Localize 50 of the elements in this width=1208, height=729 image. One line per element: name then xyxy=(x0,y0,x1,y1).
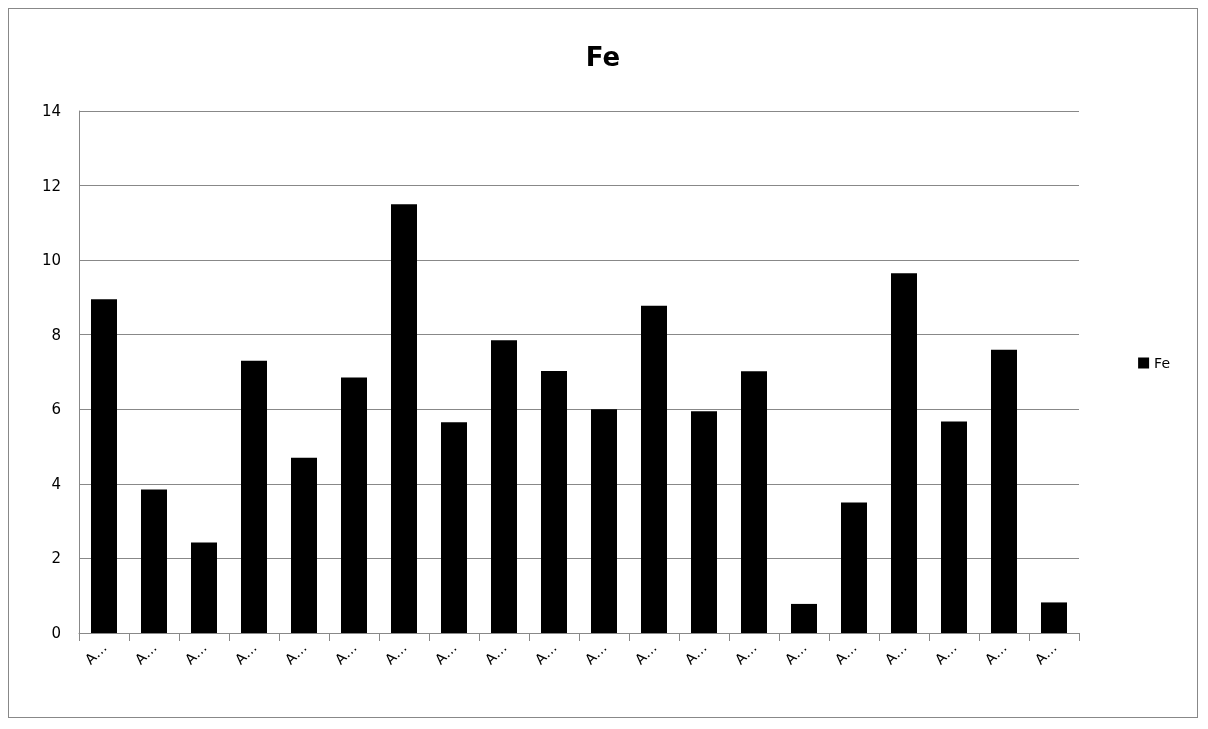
x-tick-label: A… xyxy=(481,639,510,668)
chart-title: Fe xyxy=(585,42,621,72)
bar xyxy=(491,340,517,633)
y-tick-label: 8 xyxy=(51,325,61,344)
x-tick-label: A… xyxy=(1031,639,1060,668)
bar xyxy=(341,377,367,633)
bar xyxy=(591,409,617,633)
bar xyxy=(691,411,717,633)
x-tick-label: A… xyxy=(81,639,110,668)
bar xyxy=(991,349,1017,633)
x-tick-label: A… xyxy=(231,639,260,668)
y-tick-label: 10 xyxy=(41,251,61,270)
y-tick-label: 2 xyxy=(51,549,61,568)
bar xyxy=(641,305,667,633)
y-tick-label: 14 xyxy=(41,102,61,120)
x-tick-label: A… xyxy=(981,639,1010,668)
bar xyxy=(441,422,467,633)
bar xyxy=(1041,602,1067,633)
x-tick-label: A… xyxy=(431,639,460,668)
bar xyxy=(741,371,767,633)
x-tick-label: A… xyxy=(181,639,210,668)
x-tick-label: A… xyxy=(881,639,910,668)
x-tick-label: A… xyxy=(681,639,710,668)
x-tick-label: A… xyxy=(731,639,760,668)
x-tick-label: A… xyxy=(131,639,160,668)
bar xyxy=(841,502,867,633)
bar xyxy=(391,204,417,633)
bar xyxy=(91,299,117,633)
x-tick-label: A… xyxy=(931,639,960,668)
x-tick-label: A… xyxy=(581,639,610,668)
x-tick-label: A… xyxy=(331,639,360,668)
bar xyxy=(291,457,317,633)
y-tick-label: 4 xyxy=(51,474,61,493)
x-tick-label: A… xyxy=(831,639,860,668)
x-tick-label: A… xyxy=(781,639,810,668)
x-tick-label: A… xyxy=(631,639,660,668)
bar xyxy=(141,489,167,633)
bar xyxy=(791,603,817,633)
bar xyxy=(941,421,967,633)
x-tick-label: A… xyxy=(531,639,560,668)
x-tick-label: A… xyxy=(281,639,310,668)
legend-label: Fe xyxy=(1154,355,1171,371)
y-tick-label: 6 xyxy=(51,400,61,419)
bar xyxy=(241,360,267,633)
y-tick-label: 0 xyxy=(51,624,61,642)
bar xyxy=(191,542,217,633)
y-tick-label: 12 xyxy=(41,176,61,195)
bar xyxy=(541,370,567,633)
bar xyxy=(891,273,917,633)
x-tick-label: A… xyxy=(381,639,410,668)
